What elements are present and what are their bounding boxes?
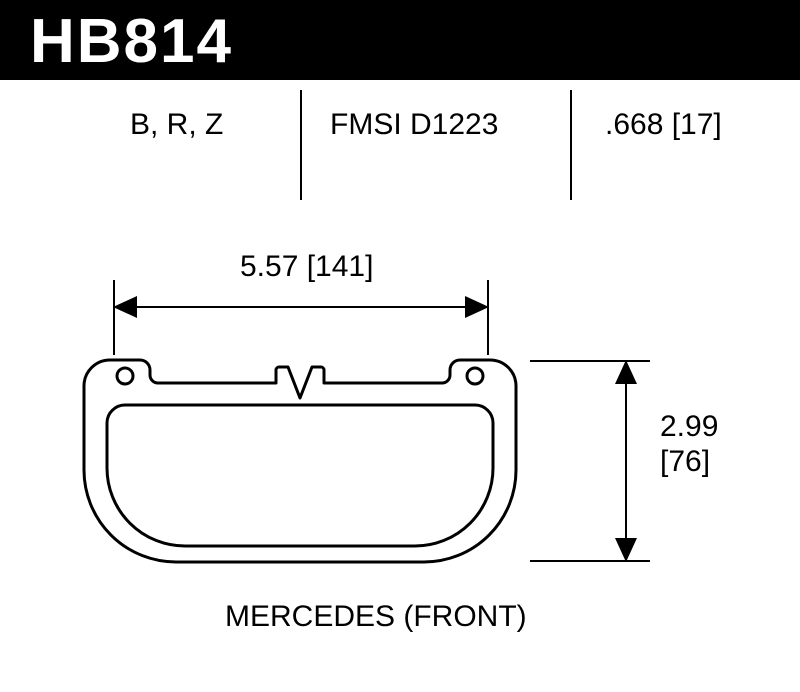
header-bar: HB814 <box>0 0 800 80</box>
height-dimension-mm: [76] <box>660 445 710 479</box>
width-dimension-label: 5.57 [141] <box>240 250 373 284</box>
arrow-down-icon <box>615 538 637 562</box>
spec-row: B, R, Z FMSI D1223 .668 [17] <box>0 90 800 190</box>
part-number: HB814 <box>30 6 233 77</box>
spec-divider-1 <box>300 90 302 200</box>
diagram-area: 5.57 [141] 2.99 [76] <box>0 230 800 650</box>
mounting-hole-left <box>117 368 133 384</box>
width-dimension-line <box>125 306 475 308</box>
pad-inner-path <box>107 405 493 546</box>
spec-thickness: .668 [17] <box>605 108 722 142</box>
spec-compounds: B, R, Z <box>130 108 223 142</box>
height-dimension-line <box>625 375 627 545</box>
arrow-right-icon <box>465 296 489 318</box>
mounting-hole-right <box>467 368 483 384</box>
application-label: MERCEDES (FRONT) <box>225 600 527 634</box>
brake-pad-outline <box>80 350 520 570</box>
spec-divider-2 <box>570 90 572 200</box>
height-dimension-inches: 2.99 <box>660 410 718 444</box>
spec-fmsi: FMSI D1223 <box>330 108 498 142</box>
pad-outer-path <box>84 360 516 562</box>
